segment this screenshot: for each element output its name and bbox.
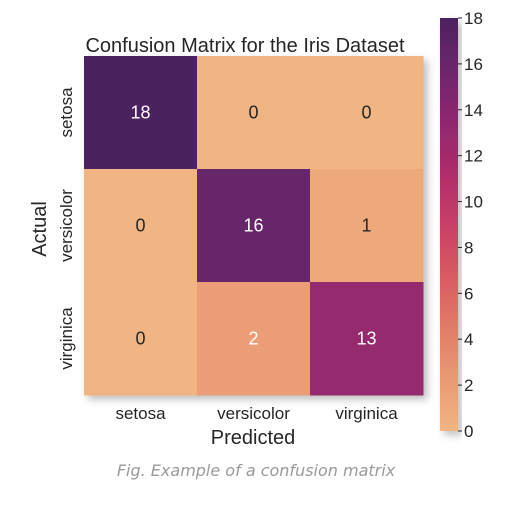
- x-tick-label: setosa: [115, 404, 166, 423]
- colorbar-tick-label: 10: [464, 193, 483, 212]
- cell-value-label: 13: [356, 329, 376, 349]
- colorbar-tick-label: 18: [464, 9, 483, 28]
- cell-value-label: 0: [248, 103, 258, 123]
- y-tick-label: setosa: [57, 87, 76, 138]
- colorbar-tick-label: 2: [464, 376, 473, 395]
- cell-value-label: 0: [135, 216, 145, 236]
- y-tick-label: virginica: [57, 307, 76, 370]
- cell-value-label: 0: [361, 103, 371, 123]
- y-axis-label: Actual: [29, 201, 51, 257]
- colorbar-tick-label: 12: [464, 147, 483, 166]
- colorbar-tick-label: 6: [464, 284, 473, 303]
- x-tick-label: versicolor: [217, 404, 290, 423]
- colorbar-ticks: 0 2 4 6 8 10 12 14 16 18: [458, 9, 483, 441]
- heatmap-cell: [310, 282, 424, 396]
- heatmap-cell: [310, 56, 424, 170]
- x-tick-label: virginica: [335, 404, 398, 423]
- heatmap-cell: [197, 56, 311, 170]
- colorbar-tick-label: 14: [464, 101, 483, 120]
- cell-value-label: 1: [361, 216, 371, 236]
- colorbar-tick-label: 0: [464, 422, 473, 441]
- heatmap-cell: [84, 169, 198, 283]
- heatmap-cells: [84, 56, 424, 396]
- cell-value-label: 16: [243, 216, 263, 236]
- cell-value-label: 18: [130, 103, 150, 123]
- figure-caption: Fig. Example of a confusion matrix: [116, 461, 396, 480]
- colorbar: [440, 18, 458, 431]
- cell-value-label: 0: [135, 329, 145, 349]
- heatmap-cell: [84, 56, 198, 170]
- x-axis-label: Predicted: [211, 427, 296, 449]
- heatmap-cell: [197, 169, 311, 283]
- cell-value-labels: 18 0 0 0 16 1 0 2 13: [130, 103, 376, 349]
- heatmap-cell: [310, 169, 424, 283]
- colorbar-tick-label: 8: [464, 238, 473, 257]
- heatmap-cell: [197, 282, 311, 396]
- heatmap-cell: [84, 282, 198, 396]
- y-tick-labels: setosa versicolor virginica: [57, 87, 76, 370]
- y-tick-label: versicolor: [57, 189, 76, 262]
- x-tick-labels: setosa versicolor virginica: [115, 404, 398, 423]
- colorbar-tick-label: 16: [464, 55, 483, 74]
- cell-value-label: 2: [248, 329, 258, 349]
- colorbar-tick-label: 4: [464, 330, 473, 349]
- chart-title: Confusion Matrix for the Iris Dataset: [85, 35, 404, 57]
